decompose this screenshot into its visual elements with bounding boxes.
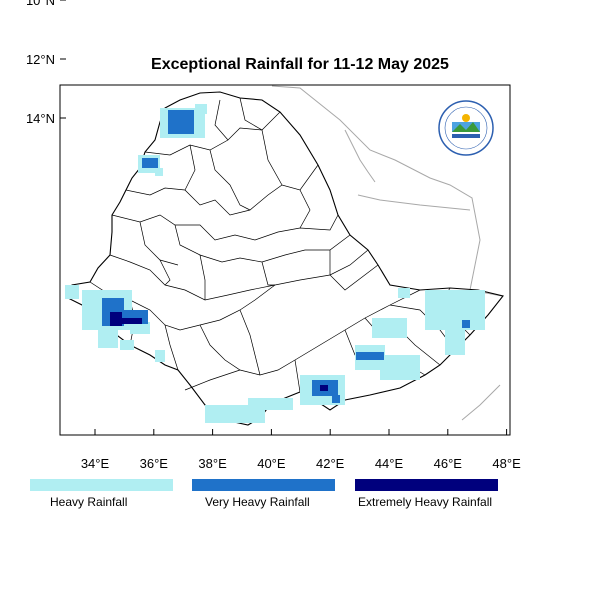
x-tick-label: 44°E	[375, 456, 404, 471]
legend-extreme-label: Extremely Heavy Rainfall	[358, 495, 493, 509]
x-tick-label: 42°E	[316, 456, 345, 471]
country-outline	[67, 91, 504, 426]
y-tick-label: 14°N	[26, 111, 55, 126]
zone-boundaries	[89, 97, 471, 393]
neighbor-boundaries	[271, 85, 503, 421]
y-axis-ticks: 4°N6°N8°N10°N12°N14°N	[26, 0, 66, 126]
y-tick-label: 12°N	[26, 52, 55, 67]
x-axis-ticks: 34°E 36°E 38°E 40°E 42°E 44°E 46°E 48°E	[81, 429, 521, 471]
legend-heavy-swatch	[30, 479, 173, 491]
x-tick-label: 48°E	[492, 456, 521, 471]
x-tick-label: 34°E	[81, 456, 110, 471]
x-tick-label: 46°E	[434, 456, 463, 471]
legend-very-heavy-label: Very Heavy Rainfall	[205, 495, 310, 509]
legend-heavy-label: Heavy Rainfall	[50, 495, 128, 509]
meteorology-agency-seal-icon	[438, 100, 494, 156]
x-tick-label: 40°E	[257, 456, 286, 471]
map-title: Exceptional Rainfall for 11-12 May 2025	[151, 56, 449, 73]
heavy-rainfall-areas	[65, 104, 485, 423]
x-tick-label: 38°E	[198, 456, 227, 471]
plot-frame	[59, 84, 511, 436]
y-tick-label: 10°N	[26, 0, 55, 8]
legend-very-heavy-swatch	[192, 479, 335, 491]
extremely-heavy-rainfall-areas	[110, 312, 328, 391]
x-tick-label: 36°E	[140, 456, 169, 471]
legend-extreme-swatch	[355, 479, 498, 491]
